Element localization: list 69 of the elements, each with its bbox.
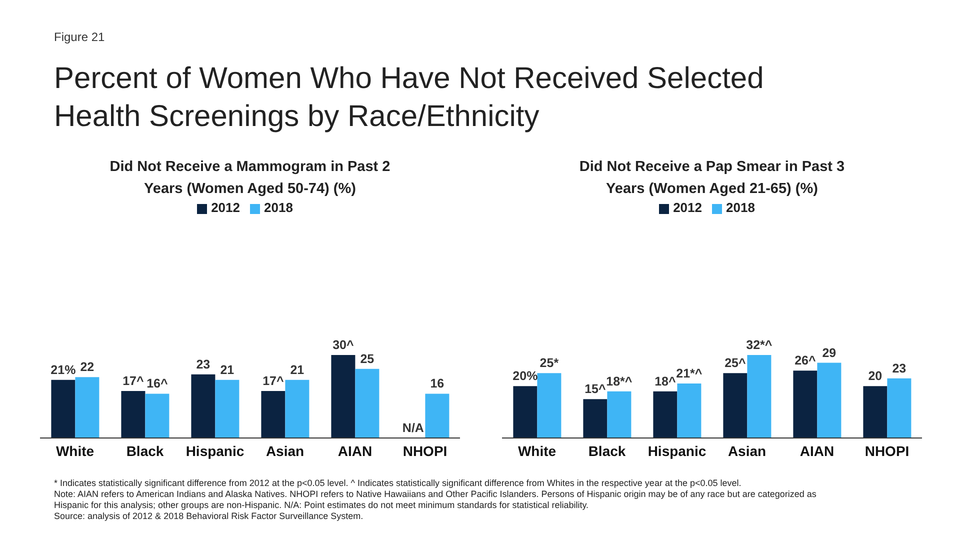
bar: [537, 373, 562, 438]
x-tick-label: AIAN: [800, 442, 834, 459]
text: * Indicates statistically significant difference from 2012 at the p<0.05 level. ^ Indicates statistically significant difference from Whites in the respective year at the p<0.05 level.: [54, 478, 742, 489]
x-tick-label: Black: [588, 442, 626, 459]
x-tick-label: Asian: [266, 442, 304, 459]
legend-label: 2012: [211, 200, 240, 215]
data-label: 30^: [332, 338, 354, 352]
bar: [793, 370, 818, 438]
bar: [887, 378, 912, 438]
x-tick-label: Hispanic: [186, 442, 244, 459]
data-label: 23: [892, 361, 906, 376]
data-label: 21: [290, 362, 304, 377]
bar: [513, 386, 538, 438]
data-label: 21%: [50, 362, 76, 377]
bar: [121, 390, 146, 438]
bar: [747, 355, 772, 438]
data-label: 25^: [724, 356, 746, 370]
bar: [191, 374, 216, 438]
x-tick-label: NHOPI: [402, 442, 448, 459]
bar: [51, 380, 76, 438]
text: Note: AIAN refers to American Indians and Alaska Natives. NHOPI refers to Native Hawaiians and Other Pacific Islanders. Persons of Hispanic origin may be of any race but are categorized as Hispanic for this analysis; other groups are non-Hispanic. N/A: Point estimates do not meet minimum standards for statistical reliability.: [54, 489, 818, 511]
data-label: 32*^: [746, 338, 773, 352]
bar: [607, 391, 632, 438]
chart-subtitle: Did Not Receive a Pap Smear in Past 3 Years (Women Aged 21-65) (%): [578, 158, 846, 199]
bar: [331, 355, 356, 438]
bar: [817, 362, 842, 438]
data-label: 21*^: [676, 366, 703, 381]
data-label: 18^: [654, 374, 676, 388]
bar: [583, 399, 608, 438]
bar: [355, 368, 380, 438]
data-label: 18*^: [606, 374, 633, 388]
chart-subtitle: Did Not Receive a Mammogram in Past 2 Years (Women Aged 50-74) (%): [108, 158, 392, 199]
x-tick-label: Hispanic: [648, 442, 706, 459]
source-note: Source: analysis of 2012 & 2018 Behavioral Risk Factor Surveillance System.: [54, 511, 364, 522]
data-label: 26^: [794, 354, 816, 368]
text: N/A: [402, 421, 424, 435]
caption: Figure 21: [54, 30, 105, 44]
bar: [215, 380, 240, 438]
data-label: 16^: [146, 376, 168, 391]
chart-title: Percent of Women Who Have Not Received Selected Health Screenings by Race/Ethnicity: [54, 61, 765, 135]
x-tick-label: Black: [126, 442, 164, 459]
bar: [653, 391, 678, 438]
data-label: 21: [220, 362, 234, 377]
legend-label: 2018: [726, 200, 755, 215]
data-label: 23: [196, 357, 210, 372]
data-label: 20: [868, 369, 882, 384]
x-tick-label: Asian: [728, 442, 766, 459]
data-label: 29: [822, 346, 836, 360]
data-label: 17^: [122, 374, 144, 388]
data-label: 25: [360, 352, 374, 366]
bar: [723, 373, 748, 438]
bar: [75, 377, 100, 438]
data-label: 25*: [540, 356, 559, 370]
legend-label: 2018: [264, 200, 293, 215]
data-label: 15^: [584, 382, 606, 396]
x-tick-label: AIAN: [338, 442, 372, 459]
data-label: 22: [80, 360, 94, 374]
bar: [261, 390, 286, 438]
data-label: 17^: [262, 374, 284, 388]
x-tick-label: NHOPI: [864, 442, 910, 459]
x-tick-label: White: [56, 442, 94, 459]
data-label: 16: [430, 376, 444, 391]
bar: [285, 380, 310, 438]
x-tick-label: White: [518, 442, 556, 459]
bar: [425, 394, 450, 438]
bar: [677, 384, 702, 438]
legend-label: 2012: [673, 200, 702, 215]
bar: [145, 394, 170, 438]
bar: [863, 386, 888, 438]
